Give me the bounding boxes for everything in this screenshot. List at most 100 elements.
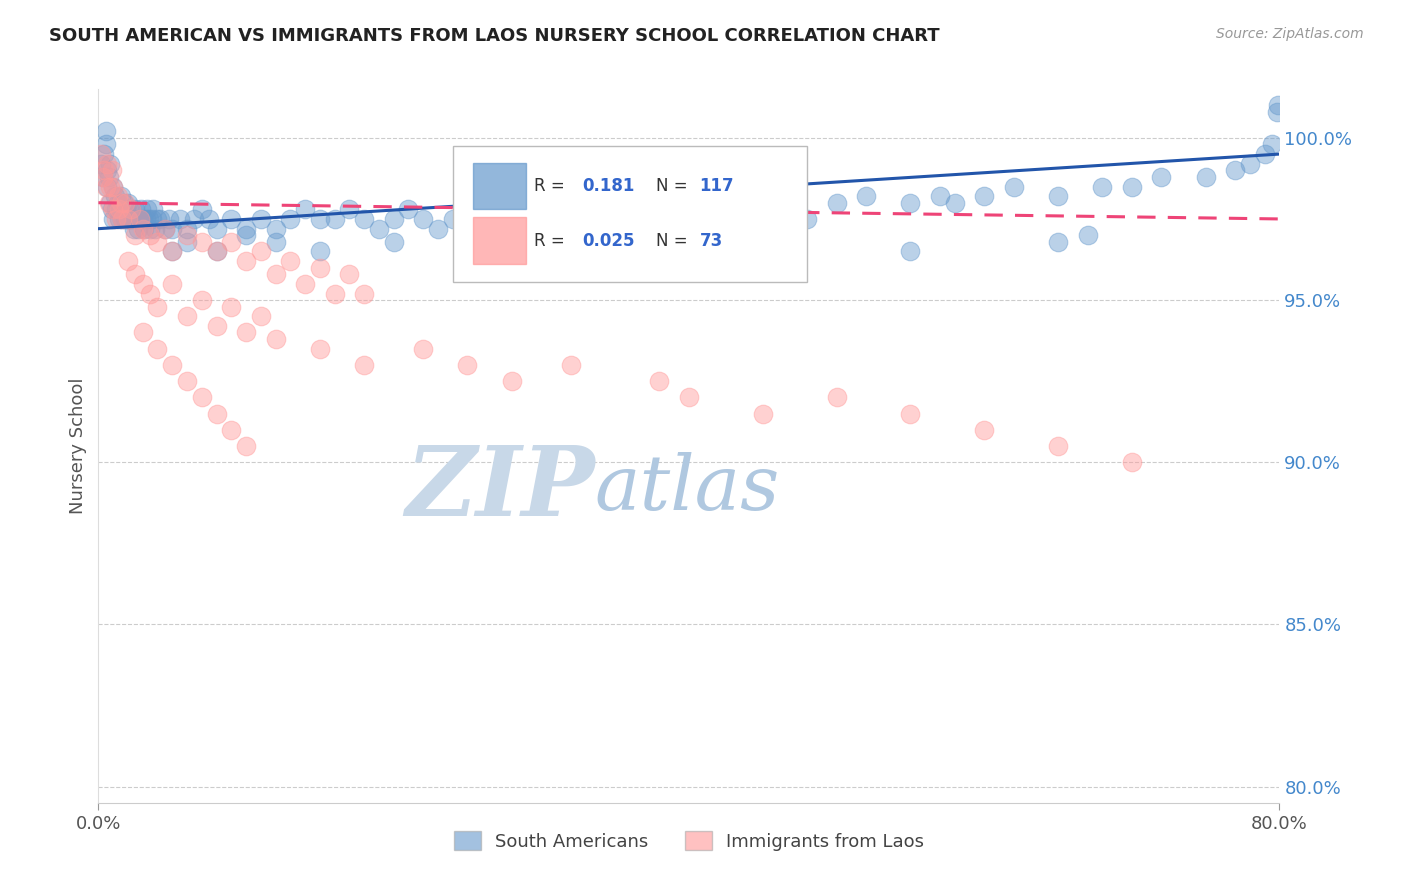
- Point: [280, 254, 302, 268]
- Point: [105, 202, 128, 217]
- Point: [146, 235, 169, 249]
- Point: [782, 195, 804, 210]
- Point: [900, 407, 922, 421]
- Point: [235, 221, 257, 235]
- Point: [162, 358, 183, 372]
- Point: [560, 202, 582, 217]
- Point: [103, 202, 125, 217]
- Point: [98, 157, 121, 171]
- Point: [176, 235, 198, 249]
- Text: 0.181: 0.181: [582, 177, 636, 195]
- Point: [91, 169, 114, 184]
- Point: [97, 195, 120, 210]
- Point: [648, 202, 671, 217]
- Point: [96, 163, 118, 178]
- Point: [900, 244, 922, 259]
- Point: [169, 211, 191, 226]
- Point: [124, 228, 146, 243]
- Text: Source: ZipAtlas.com: Source: ZipAtlas.com: [1216, 27, 1364, 41]
- Point: [96, 157, 118, 171]
- Text: atlas: atlas: [595, 452, 780, 525]
- Point: [132, 211, 155, 226]
- Point: [221, 235, 243, 249]
- Point: [353, 286, 375, 301]
- Point: [264, 332, 287, 346]
- Point: [294, 202, 316, 217]
- Point: [605, 202, 627, 217]
- Point: [353, 358, 375, 372]
- Point: [309, 211, 332, 226]
- Point: [143, 221, 166, 235]
- Point: [235, 254, 257, 268]
- Point: [128, 211, 150, 226]
- Point: [104, 189, 127, 203]
- Point: [457, 244, 479, 259]
- Point: [1077, 228, 1099, 243]
- Point: [353, 211, 375, 226]
- Point: [264, 267, 287, 281]
- Point: [205, 244, 228, 259]
- Point: [93, 147, 115, 161]
- Point: [457, 202, 479, 217]
- Point: [309, 244, 332, 259]
- Point: [1195, 169, 1218, 184]
- Point: [124, 267, 146, 281]
- Point: [149, 211, 172, 226]
- Point: [129, 202, 152, 217]
- Point: [205, 318, 228, 333]
- Point: [135, 211, 157, 226]
- Point: [91, 169, 114, 184]
- Point: [103, 179, 125, 194]
- Point: [139, 228, 162, 243]
- FancyBboxPatch shape: [472, 218, 526, 264]
- Point: [100, 202, 122, 217]
- Point: [1047, 235, 1070, 249]
- Point: [723, 195, 745, 210]
- Point: [530, 211, 553, 226]
- Point: [94, 137, 117, 152]
- Point: [146, 211, 169, 226]
- Text: 0.025: 0.025: [582, 232, 636, 250]
- Point: [98, 179, 121, 194]
- Point: [973, 423, 995, 437]
- Point: [176, 228, 198, 243]
- Point: [93, 163, 115, 178]
- Point: [825, 390, 848, 404]
- Point: [825, 195, 848, 210]
- Point: [530, 244, 553, 259]
- Point: [191, 293, 214, 307]
- Point: [250, 211, 273, 226]
- FancyBboxPatch shape: [453, 146, 807, 282]
- Point: [94, 179, 117, 194]
- Point: [382, 211, 405, 226]
- Point: [294, 277, 316, 291]
- Point: [575, 211, 598, 226]
- Point: [678, 195, 700, 210]
- Point: [1150, 169, 1173, 184]
- Point: [90, 157, 112, 171]
- Point: [250, 310, 273, 324]
- Point: [162, 277, 183, 291]
- Point: [235, 326, 257, 340]
- Point: [1265, 104, 1288, 119]
- Point: [943, 195, 966, 210]
- Point: [752, 221, 775, 235]
- Point: [264, 235, 287, 249]
- Point: [153, 221, 176, 235]
- Point: [108, 211, 131, 226]
- Point: [973, 189, 995, 203]
- Point: [90, 147, 112, 161]
- Point: [94, 124, 117, 138]
- Point: [250, 244, 273, 259]
- Point: [398, 202, 420, 217]
- Point: [264, 221, 287, 235]
- Point: [111, 211, 134, 226]
- Point: [1261, 137, 1284, 152]
- Point: [929, 189, 952, 203]
- Point: [125, 211, 148, 226]
- Point: [98, 195, 121, 210]
- Point: [900, 195, 922, 210]
- Point: [1091, 179, 1114, 194]
- Point: [309, 260, 332, 275]
- Point: [139, 286, 162, 301]
